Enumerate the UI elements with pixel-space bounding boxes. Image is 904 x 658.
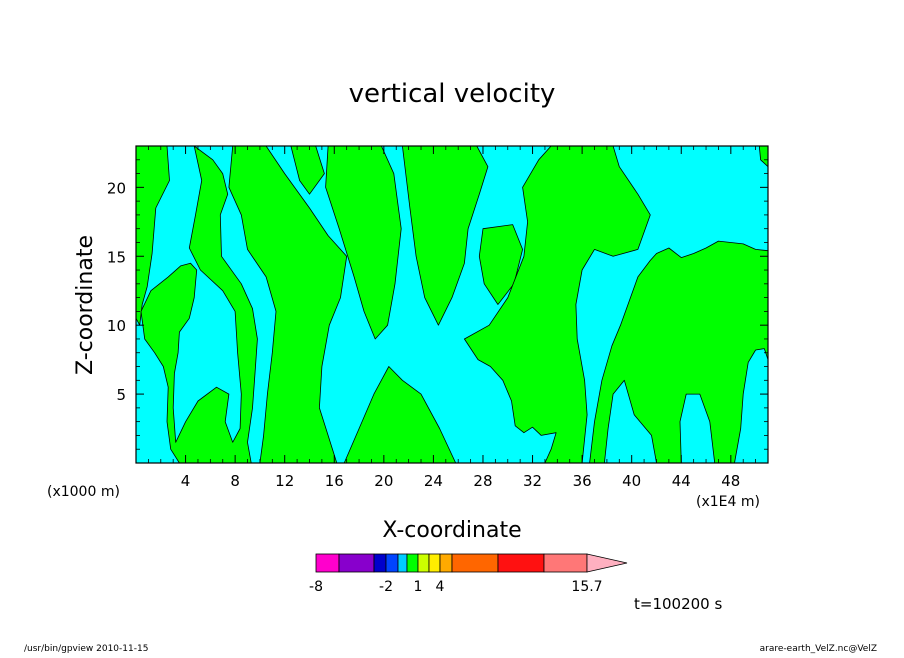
colorbar-swatch [497, 553, 545, 573]
colorbar-tick-label: 4 [436, 579, 445, 595]
x-tick-label: 32 [523, 472, 542, 490]
footer-right: arare-earth_VelZ.nc@VelZ [760, 644, 877, 654]
positive-region [140, 146, 258, 463]
colorbar-swatch [543, 553, 588, 573]
positive-region [228, 146, 348, 463]
footer-left: /usr/bin/gpview 2010-11-15 [24, 644, 148, 654]
y-tick-label: 10 [107, 317, 126, 335]
colorbar-swatch [397, 553, 408, 573]
colorbar-arrow [586, 553, 628, 573]
colorbar-swatch [315, 553, 340, 573]
colorbar-swatch [385, 553, 399, 573]
y-tick-label: 5 [116, 386, 126, 404]
y-tick-label: 20 [107, 179, 126, 197]
colorbar-swatch [373, 553, 387, 573]
x-tick-label: 24 [424, 472, 443, 490]
colorbar-tick-label: -8 [309, 579, 323, 595]
x-tick-label: 16 [325, 472, 344, 490]
contour-fill-group [136, 146, 768, 463]
positive-region [463, 146, 651, 463]
x-tick-label: 40 [622, 472, 641, 490]
chart-title: vertical velocity [349, 79, 556, 109]
colorbar-swatch [439, 553, 453, 573]
x-unit-right: (x1E4 m) [696, 494, 760, 510]
colorbar-tick-label: 15.7 [571, 579, 602, 595]
x-tick-label: 28 [473, 472, 492, 490]
colorbar-swatch [451, 553, 499, 573]
positive-region [478, 224, 523, 305]
positive-region [401, 146, 489, 326]
x-tick-label: 12 [275, 472, 294, 490]
x-tick-label: 48 [721, 472, 740, 490]
y-tick-label: 15 [107, 248, 126, 266]
colorbar-swatch [417, 553, 430, 573]
x-tick-label: 8 [230, 472, 240, 490]
positive-region [343, 366, 457, 463]
plot-frame [135, 145, 769, 464]
colorbar: -8 -2 1 4 15.7 [309, 553, 628, 595]
x-axis-label: X-coordinate [382, 518, 521, 543]
x-tick-label: 4 [181, 472, 191, 490]
x-unit-left: (x1000 m) [47, 484, 120, 500]
positive-region [589, 240, 768, 463]
time-label: t=100200 s [634, 595, 722, 613]
x-tick-label: 44 [672, 472, 691, 490]
colorbar-swatch [338, 553, 375, 573]
positive-region [136, 146, 170, 326]
positive-region [290, 146, 325, 195]
colorbar-tick-label: 1 [414, 579, 423, 595]
colorbar-swatch [428, 553, 441, 573]
x-tick-label: 20 [374, 472, 393, 490]
colorbar-tick-label: -2 [379, 579, 393, 595]
x-tick-label: 36 [573, 472, 592, 490]
positive-region [325, 146, 402, 340]
y-axis-label: Z-coordinate [73, 235, 98, 375]
colorbar-swatch [406, 553, 419, 573]
positive-region [758, 146, 768, 168]
